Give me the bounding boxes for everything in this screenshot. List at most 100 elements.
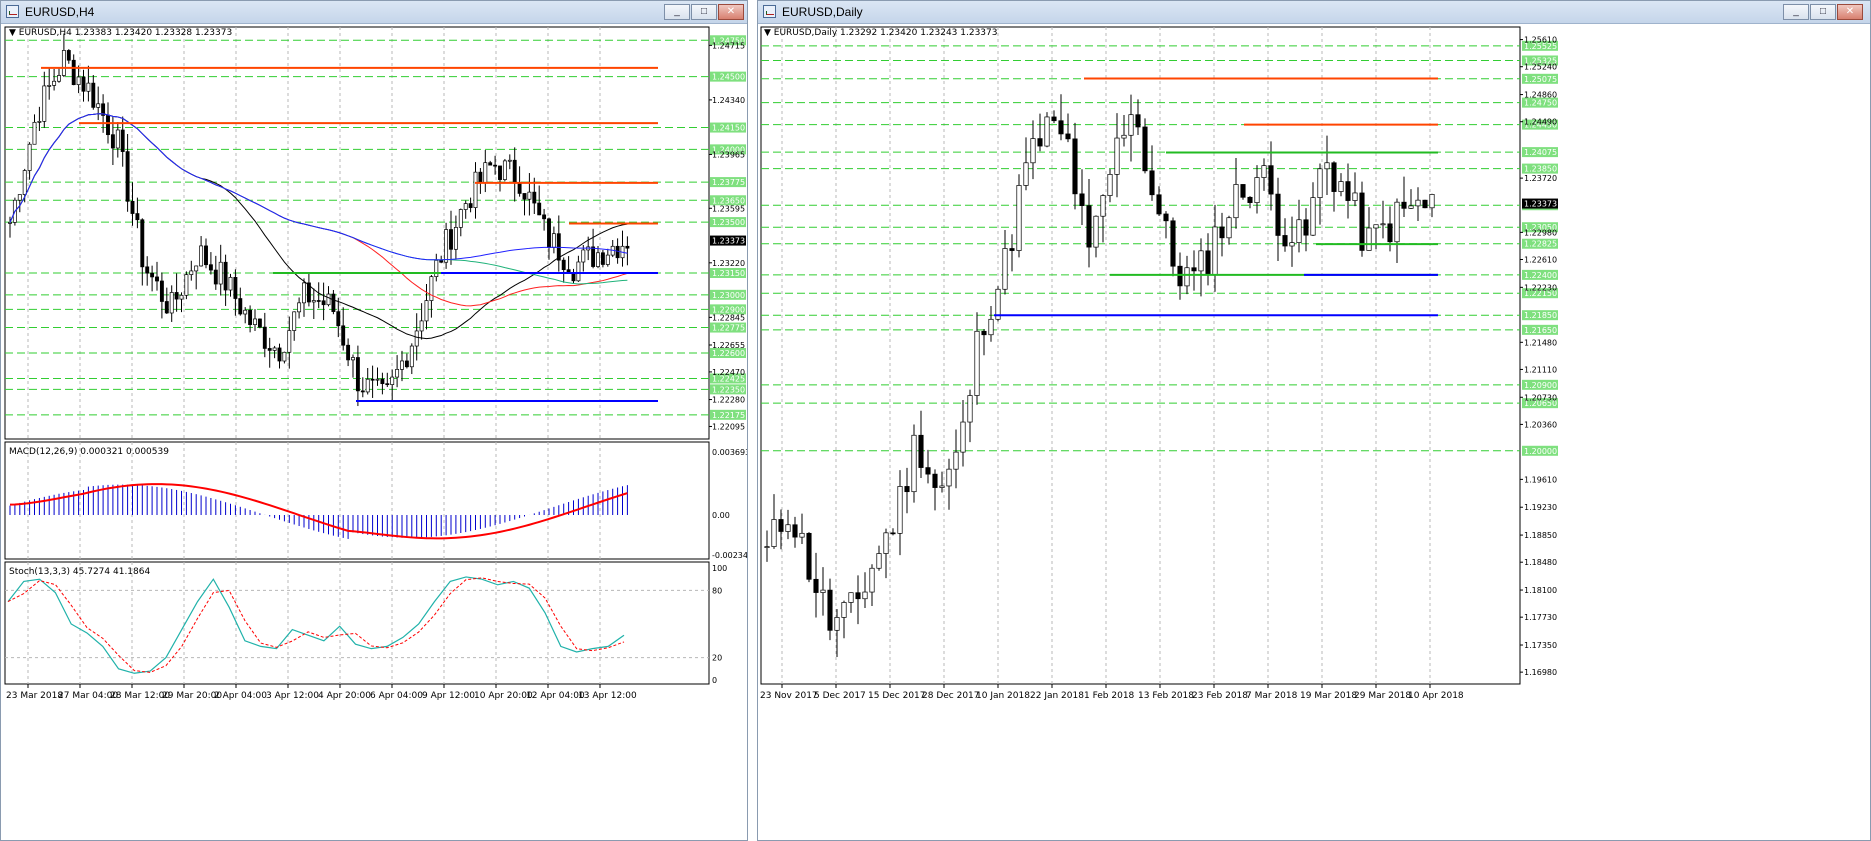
candle-body	[449, 229, 453, 250]
candle-body	[512, 159, 517, 184]
price-tick-label: 1.22280	[712, 396, 745, 405]
stoch-label: Stoch(13,3,3) 45.7274 41.1864	[9, 567, 150, 577]
h4-chart-canvas[interactable]: 1.24750 1.24500 1.24150 1.24000 1.23775 1.236…	[1, 24, 747, 840]
current-price-text: 1.23373	[1524, 200, 1557, 209]
candle-body	[953, 451, 959, 470]
daily-chart-window[interactable]: EURUSD,Daily _ □ ✕ 1.25525 1.25325 1.25075…	[757, 0, 1871, 841]
candle-body	[493, 164, 498, 167]
level-tag-text: 1.24750	[1524, 99, 1557, 108]
candle-body	[355, 357, 360, 392]
candle-body	[331, 293, 336, 312]
h4-stoch-panel	[4, 561, 710, 685]
time-tick-label: 28 Dec 2017	[922, 691, 980, 701]
candle-body	[66, 50, 71, 61]
level-tag-text: 1.23500	[712, 218, 745, 227]
candle-body	[238, 298, 243, 315]
candle-body	[370, 378, 375, 381]
candle-body	[140, 219, 145, 268]
candle-body	[785, 524, 791, 532]
time-tick-label: 19 Mar 2018	[1300, 691, 1357, 701]
candle-body	[155, 276, 159, 282]
level-tag-text: 1.24075	[1524, 148, 1557, 157]
candle-body	[287, 330, 292, 353]
candle-body	[150, 272, 155, 278]
time-tick-label: 29 Mar 20:00	[162, 691, 222, 701]
candle-body	[764, 546, 770, 548]
candle-body	[1065, 133, 1071, 140]
level-tag	[1522, 445, 1558, 456]
candle-body	[277, 347, 282, 362]
time-tick-label: 23 Mar 2018	[6, 691, 63, 701]
level-tag-text: 1.25325	[1524, 56, 1557, 65]
candle-body	[561, 259, 566, 271]
close-button[interactable]: ✕	[1837, 4, 1863, 20]
time-tick-label: 10 Apr 2018	[1408, 691, 1464, 701]
candle-body	[395, 369, 400, 378]
price-tick-label: 1.23965	[712, 150, 745, 159]
candle-body	[311, 300, 316, 303]
macd-axis-label: -0.002347	[712, 551, 747, 560]
stoch-main-line	[7, 576, 625, 674]
candle-body	[380, 378, 385, 385]
candle-body	[253, 318, 257, 325]
restore-button[interactable]: □	[691, 4, 717, 20]
stoch-axis-label: 80	[712, 586, 722, 595]
candle-body	[960, 421, 966, 453]
candle-body	[375, 378, 380, 381]
minimize-button[interactable]: _	[664, 4, 690, 20]
time-tick-label: 9 Apr 12:00	[422, 691, 475, 701]
candle-body	[179, 294, 184, 300]
candle-body	[385, 383, 390, 386]
candle-body	[71, 59, 76, 86]
candle-body	[806, 532, 812, 580]
candle-body	[542, 214, 547, 220]
candle-body	[326, 293, 331, 306]
h4-chart-window[interactable]: EURUSD,H4 _ □ ✕ 1.24750 1.24500 1.24150 1.2…	[0, 0, 748, 841]
price-tick-label: 1.22470	[712, 368, 745, 377]
candle-body	[1408, 205, 1414, 209]
candle-body	[883, 532, 889, 554]
candle-body	[918, 434, 924, 468]
close-button[interactable]: ✕	[718, 4, 744, 20]
candle-body	[1261, 165, 1267, 178]
candle-body	[453, 227, 458, 250]
candle-body	[1317, 168, 1323, 198]
daily-header-text: ▼ EURUSD,Daily 1.23292 1.23420 1.23243 1…	[764, 28, 998, 38]
candle-body	[876, 553, 882, 569]
time-tick-label: 1 Feb 2018	[1084, 691, 1135, 701]
candle-body	[1359, 192, 1365, 251]
daily-titlebar[interactable]: EURUSD,Daily _ □ ✕	[758, 1, 1870, 24]
level-tag-text: 1.22350	[712, 385, 745, 394]
price-tick-label: 1.24860	[1524, 91, 1557, 100]
candle-body	[1030, 138, 1036, 164]
h4-titlebar[interactable]: EURUSD,H4 _ □ ✕	[1, 1, 747, 24]
restore-button[interactable]: □	[1810, 4, 1836, 20]
candle-body	[827, 589, 833, 631]
candle-body	[424, 300, 429, 322]
candle-body	[1177, 265, 1183, 287]
candle-body	[1338, 181, 1344, 192]
candle-body	[1275, 193, 1281, 236]
candle-body	[1135, 114, 1141, 128]
level-tag-text: 1.21650	[1524, 326, 1557, 335]
candle-body	[904, 486, 910, 493]
level-tag	[710, 289, 746, 300]
level-tag-text: 1.22400	[1524, 271, 1557, 280]
candle-body	[911, 434, 917, 493]
candle-body	[1051, 116, 1057, 122]
minimize-button[interactable]: _	[1783, 4, 1809, 20]
time-tick-label: 22 Jan 2018	[1030, 691, 1084, 701]
level-tag-text: 1.25075	[1524, 75, 1557, 84]
candle-body	[439, 260, 444, 263]
level-tag-text: 1.23150	[712, 269, 745, 278]
candle-body	[243, 309, 248, 315]
price-tick-label: 1.22845	[712, 313, 745, 322]
daily-chart-canvas[interactable]: 1.25525 1.25325 1.25075 1.24750 1.24450 1.240…	[758, 24, 1870, 840]
candle-body	[488, 162, 493, 166]
candle-body	[1254, 177, 1260, 203]
candle-body	[1100, 195, 1106, 217]
candle-body	[1037, 138, 1043, 147]
candle-body	[1072, 138, 1078, 195]
price-tick-label: 1.17730	[1524, 613, 1557, 622]
candle-body	[1226, 217, 1232, 239]
